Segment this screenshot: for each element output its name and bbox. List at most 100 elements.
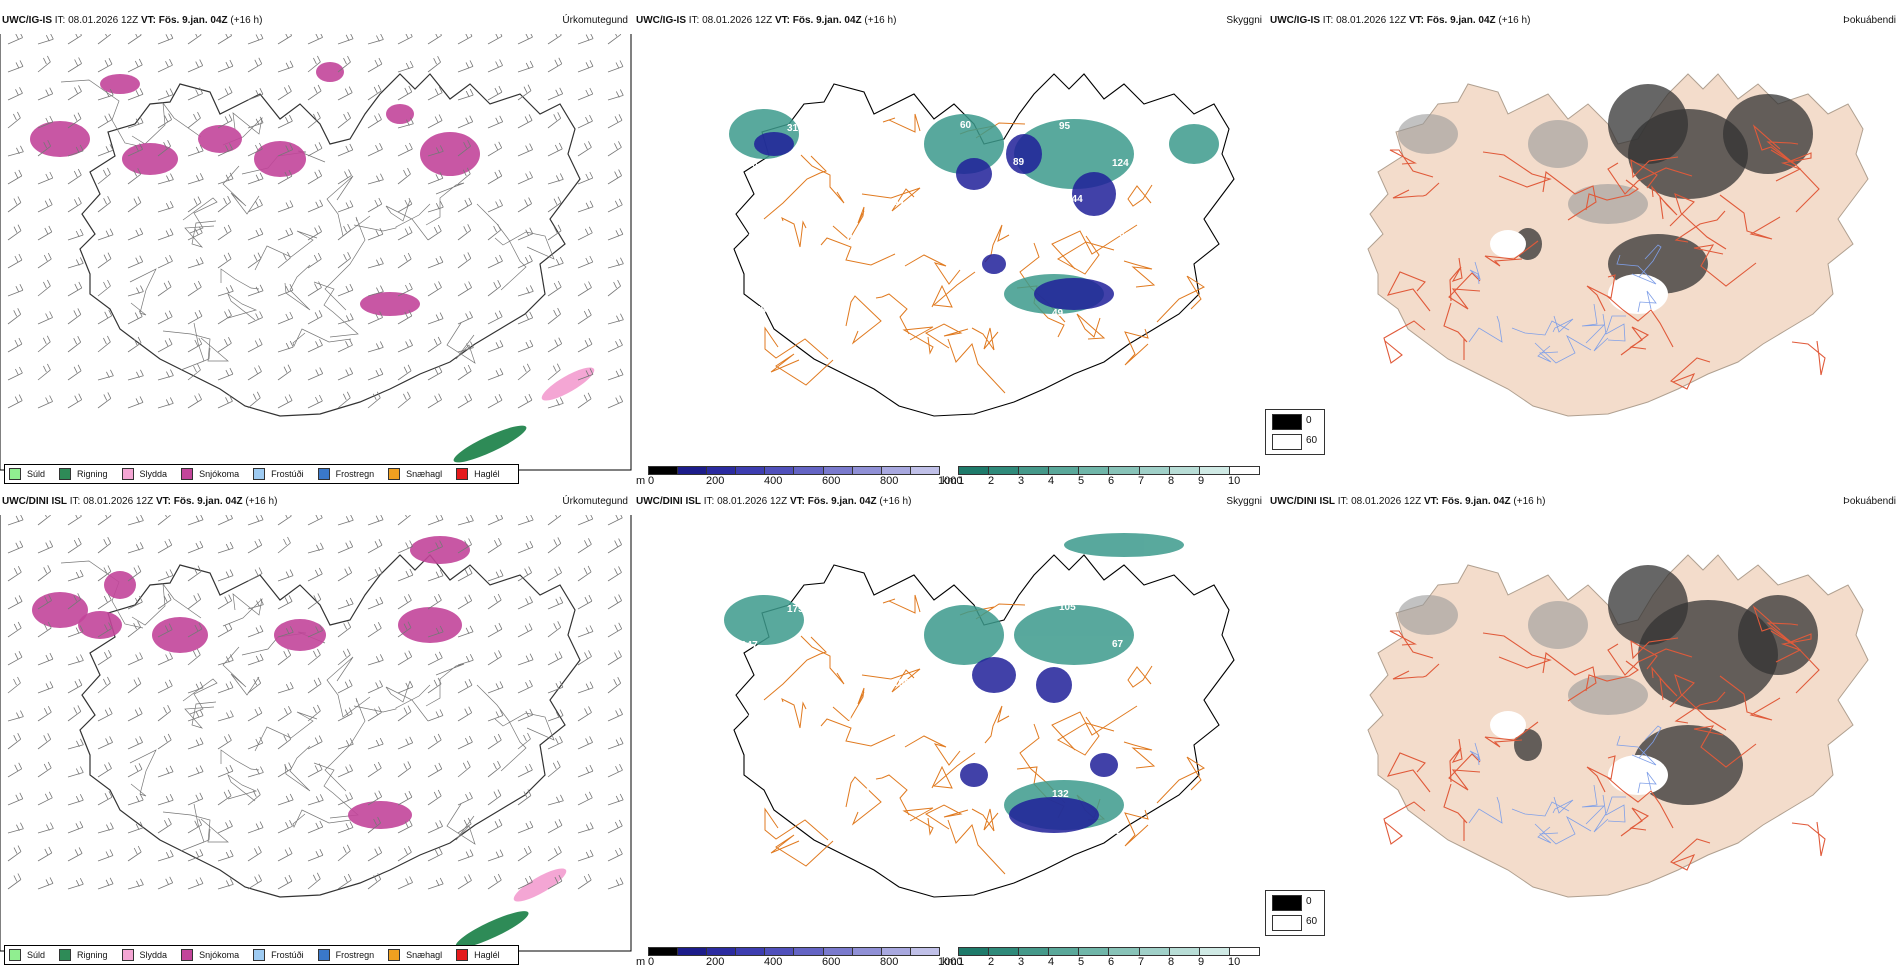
panel-row1-precip-type: UWC/IG-IS IT: 08.01.2026 12Z VT: Fös. 9.… <box>0 14 632 484</box>
visibility-value: 242 <box>794 196 811 207</box>
wind-barbs <box>7 34 624 409</box>
legend-swatch <box>9 949 21 961</box>
colorbar-unit: m <box>636 956 646 968</box>
snow-areas <box>30 62 480 316</box>
legend-item: Haglél <box>456 949 500 961</box>
visibility-labels: 986 310 82 64 33 36 49 84 112 298 242 81 127 106 137 95… <box>734 86 1189 356</box>
legend-swatch <box>317 468 330 480</box>
legend-label: Haglél <box>474 950 500 960</box>
river-network <box>1468 244 1662 364</box>
colorbar-tick: 2 <box>988 475 995 487</box>
colorbar-swatch <box>1199 948 1230 955</box>
colorbar-swatch <box>649 467 679 474</box>
visibility-value: 159 <box>999 752 1016 763</box>
fog-index-field <box>1367 554 1869 898</box>
precip-legend: Súld Rigning Slydda Snjókoma Frostúði Frostre… <box>4 464 519 484</box>
colorbar-tick: 200 <box>706 956 725 968</box>
legend-swatch <box>59 949 72 961</box>
rain-areas <box>455 911 529 948</box>
colorbar-tick: 10 <box>1228 956 1241 968</box>
legend-swatch <box>253 468 266 480</box>
legend-item: Frostregn <box>317 468 374 480</box>
colorbar-swatch <box>1079 948 1110 955</box>
colorbar-tick: 400 <box>764 956 783 968</box>
visibility-value: 866 <box>907 824 924 835</box>
legend-label: Slydda <box>139 950 168 960</box>
colorbar-swatch <box>765 467 795 474</box>
visibility-value: 125 <box>794 677 811 688</box>
coastline <box>79 554 581 898</box>
panel-title: Þokuábendi <box>1843 15 1896 26</box>
colorbar-tick: 600 <box>822 956 841 968</box>
colorbar-swatch <box>707 948 737 955</box>
valid-time: VT: Fös. 9.jan. 04Z <box>155 496 243 507</box>
legend-item: Súld <box>9 949 45 961</box>
colorbar-swatch <box>959 467 990 474</box>
lead-time: (+16 h) <box>876 496 912 507</box>
sleet-areas <box>513 868 567 902</box>
visibility-value: 941 <box>854 787 871 798</box>
colorbar-swatch <box>794 467 824 474</box>
visibility-km-areas <box>724 533 1184 830</box>
colorbar-tick: 7 <box>1138 475 1145 487</box>
colorbar-tick: 2 <box>988 956 995 968</box>
legend-swatch <box>9 468 21 480</box>
colorbar-swatch <box>1019 467 1050 474</box>
colorbar-swatch <box>649 948 679 955</box>
visibility-value: 250 <box>734 567 751 578</box>
legend-item: Snjókoma <box>181 949 239 961</box>
visibility-value: 384 <box>946 715 963 726</box>
panel-title: Þokuábendi <box>1843 496 1896 507</box>
init-time: IT: 08.01.2026 12Z <box>701 496 790 507</box>
legend-swatch <box>388 468 401 480</box>
colorbar-tick: 0 <box>648 475 655 487</box>
legend-item: Slydda <box>121 949 168 961</box>
visibility-value: 844 <box>801 750 818 761</box>
visibility-km-areas <box>729 109 1219 314</box>
fog-index-key: 0 60 <box>1265 409 1325 455</box>
legend-label: Snæhagl <box>406 469 443 479</box>
colorbar-swatch <box>1139 948 1170 955</box>
visibility-labels: 250 175 77 196 384 159 132 102 101 147 125 130 147 10… <box>734 567 1177 837</box>
fog-key-low: 0 <box>1306 896 1312 907</box>
valid-time: VT: Fös. 9.jan. 04Z <box>1408 15 1496 26</box>
visibility-value: 77 <box>840 641 852 652</box>
panel-header: UWC/IG-IS IT: 08.01.2026 12Z VT: Fös. 9.… <box>1270 14 1896 28</box>
visibility-value: 883 <box>1172 268 1189 279</box>
colorbar-swatch <box>1229 467 1259 474</box>
colorbar-swatch <box>910 948 939 955</box>
iceland-map <box>32 536 581 948</box>
init-time: IT: 08.01.2026 12Z <box>686 15 775 26</box>
visibility-value: 49 <box>1052 308 1064 319</box>
coastline <box>79 73 581 417</box>
legend-label: Rigning <box>77 950 108 960</box>
colorbar-km: km 1 2 3 4 5 6 7 8 9 10 <box>942 464 1262 492</box>
visibility-value: 122 <box>801 269 818 280</box>
visibility-value: 82 <box>840 160 852 171</box>
visibility-value: 124 <box>1112 158 1129 169</box>
legend-swatch <box>121 468 134 480</box>
legend-item: Snjókoma <box>181 468 239 480</box>
legend-label: Rigning <box>77 469 108 479</box>
init-time: IT: 08.01.2026 12Z <box>1335 496 1424 507</box>
visibility-value: 175 <box>787 604 804 615</box>
colorbar-swatch <box>794 948 824 955</box>
visibility-value: 60 <box>960 120 972 131</box>
valid-time: VT: Fös. 9.jan. 04Z <box>140 15 228 26</box>
visibility-value: 33 <box>946 234 958 245</box>
panel-title: Skyggni <box>1226 496 1262 507</box>
colorbar-swatch <box>707 467 737 474</box>
river-network <box>1468 725 1662 845</box>
visibility-value: 298 <box>741 159 758 170</box>
legend-item: Snæhagl <box>388 949 442 961</box>
colorbar-tick: 400 <box>764 475 783 487</box>
visibility-value: 99 <box>1006 825 1018 836</box>
visibility-value: 196 <box>893 678 910 689</box>
colorbar-tick: 600 <box>822 475 841 487</box>
colorbar-tick: 1000 <box>938 475 963 487</box>
visibility-value: 67 <box>1112 639 1124 650</box>
panel-header: UWC/IG-IS IT: 08.01.2026 12Z VT: Fös. 9.… <box>2 14 628 28</box>
fog-key-high: 60 <box>1306 435 1318 446</box>
colorbar-tick: 6 <box>1108 475 1115 487</box>
colorbar-swatch <box>989 948 1020 955</box>
